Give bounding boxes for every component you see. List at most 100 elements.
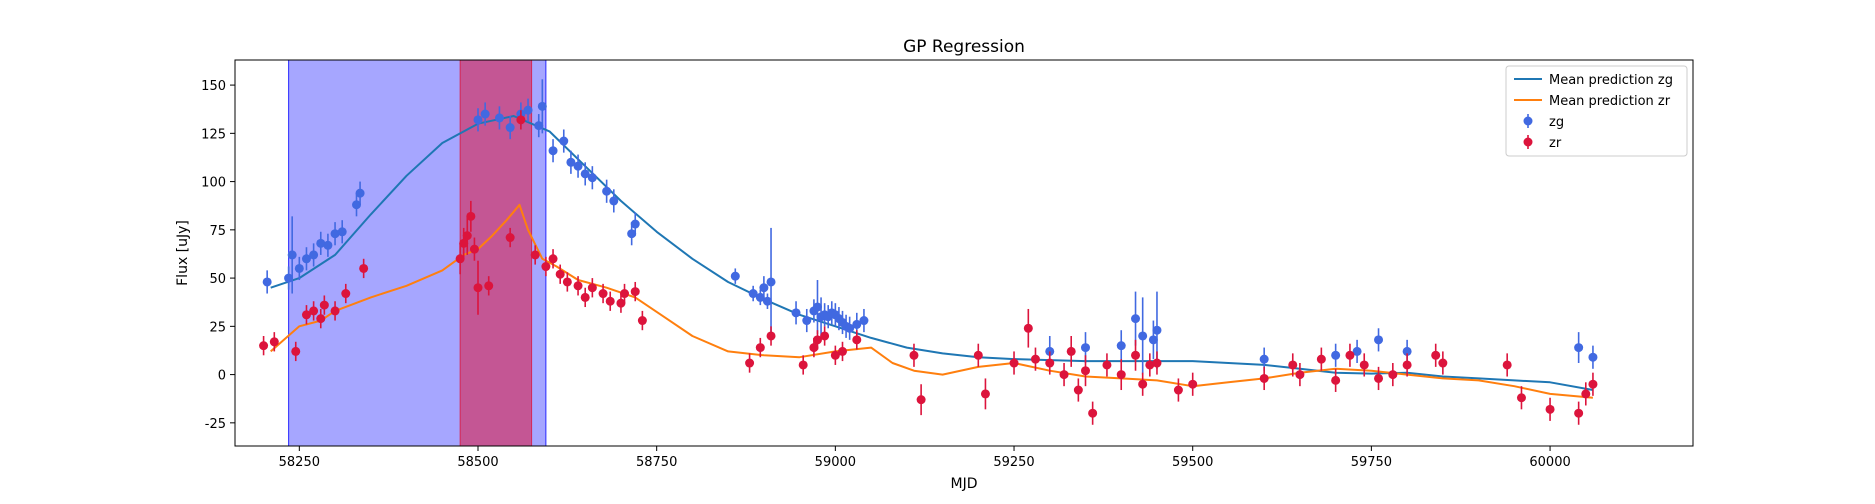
series-line [270,115,1594,391]
data-point [1045,358,1055,368]
x-tick-label: 59000 [815,455,856,470]
data-point [852,335,862,345]
y-tick-label: 25 [209,320,226,335]
y-axis-label: Flux [uJy] [175,220,191,286]
data-point [580,169,590,179]
data-point [573,161,583,171]
data-point [523,105,533,115]
data-point [516,115,526,125]
data-point [534,121,544,131]
data-point [627,229,637,239]
data-point [605,296,615,306]
data-point [838,346,847,356]
data-point [1009,358,1019,368]
data-point [455,254,465,264]
data-point [759,283,769,293]
data-point [602,186,612,196]
data-point [1138,331,1148,341]
data-point [1081,343,1090,353]
data-point [559,136,569,146]
data-point [1331,350,1341,360]
data-point [462,231,472,241]
data-point [1331,375,1341,385]
data-point [301,310,311,320]
data-point [473,115,483,125]
data-point [1173,385,1183,395]
data-point [1116,341,1126,351]
legend-label: Mean prediction zr [1549,94,1671,109]
data-point [587,173,597,183]
data-point [1374,335,1384,345]
data-point [630,287,640,297]
data-point [755,292,765,302]
x-tick-label: 60000 [1529,455,1570,470]
x-tick-label: 58750 [636,455,677,470]
data-point [748,289,758,299]
data-point [301,254,311,264]
data-point [909,350,919,360]
data-point [287,250,297,260]
data-point [1402,346,1412,356]
data-point [916,395,926,405]
data-point [1066,346,1076,356]
data-point [337,227,347,237]
data-point [745,358,755,368]
data-point [469,244,479,254]
data-point [1581,389,1591,399]
data-point [323,240,333,250]
data-point [1023,323,1033,333]
data-point [791,308,801,318]
data-point [1030,354,1040,364]
data-point [620,289,630,299]
data-point [537,101,547,111]
data-point [573,281,583,291]
x-tick-label: 59250 [993,455,1034,470]
data-point [1295,370,1305,380]
data-point [1148,335,1158,345]
data-point [1402,360,1412,370]
data-point [262,277,272,287]
y-tick-label: 125 [201,127,226,142]
legend-point-swatch [1523,137,1533,147]
y-tick-label: 75 [209,224,226,239]
data-point [459,238,469,248]
y-tick-label: 100 [201,176,226,191]
data-point [1152,358,1162,368]
legend-box [1505,65,1688,157]
data-point [1145,360,1155,370]
data-point [1588,379,1598,389]
data-point [259,341,269,351]
x-tick-label: 59500 [1172,455,1213,470]
data-point [973,350,983,360]
data-point [766,331,776,341]
data-point [1502,360,1512,370]
data-point [1152,325,1162,335]
data-point [1374,373,1384,383]
data-point [1138,379,1148,389]
data-point [309,306,319,316]
data-point [555,269,565,279]
data-point [352,200,361,210]
data-point [1345,350,1355,360]
legend-label: zr [1549,136,1562,151]
legend-point-swatch [1523,116,1533,126]
data-point [1259,354,1269,364]
data-point [1116,370,1126,380]
data-point [830,350,840,360]
data-point [580,292,590,302]
data-point [1259,373,1269,383]
data-point [505,233,515,243]
chart-title: GP Regression [903,37,1025,57]
data-point [980,389,990,399]
data-point [852,319,862,329]
data-point [494,113,504,123]
data-point [291,346,301,356]
data-point [798,360,808,370]
data-point [269,337,279,347]
data-point [1359,360,1369,370]
data-point [355,188,365,198]
data-point [359,263,369,273]
data-point [1131,350,1141,360]
